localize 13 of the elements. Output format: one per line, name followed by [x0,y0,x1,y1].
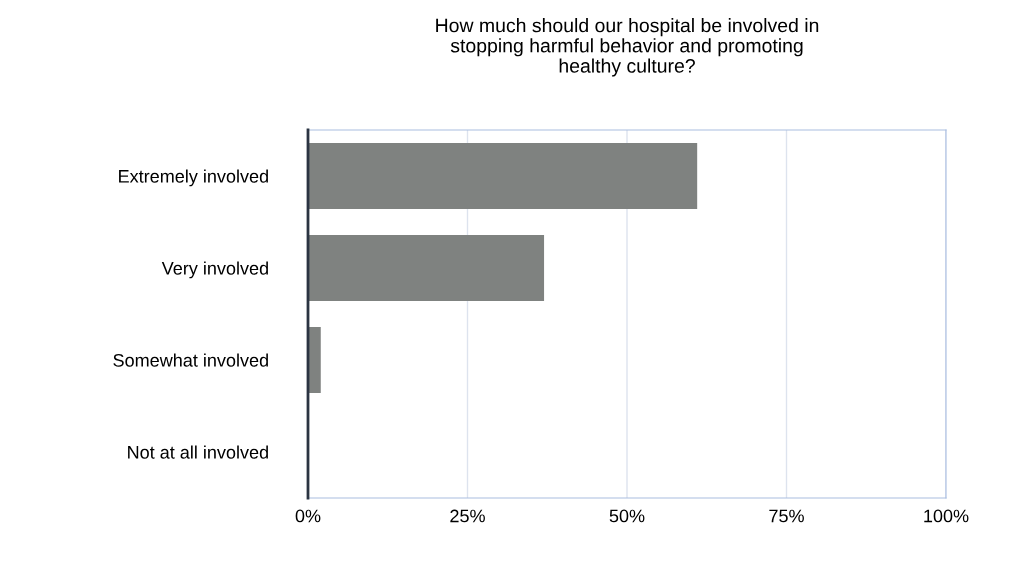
y-tick-label: Extremely involved [119,169,268,187]
x-tick-label: 25% [450,509,485,523]
bar [308,142,698,210]
y-tick-label: Not at all involved [128,445,268,459]
y-tick-label: Somewhat involved [113,353,268,367]
x-tick-label: 75% [769,509,804,523]
bar [308,234,545,302]
chart-title: How much should our hospital be involved in stopping harmful behavior and promoting healthy culture? [436,18,819,77]
y-tick-label: Very involved [161,261,268,279]
bar [308,326,321,394]
x-tick-label: 100% [924,509,969,523]
x-tick-label: 0% [295,509,321,523]
x-tick-label: 50% [609,509,645,523]
